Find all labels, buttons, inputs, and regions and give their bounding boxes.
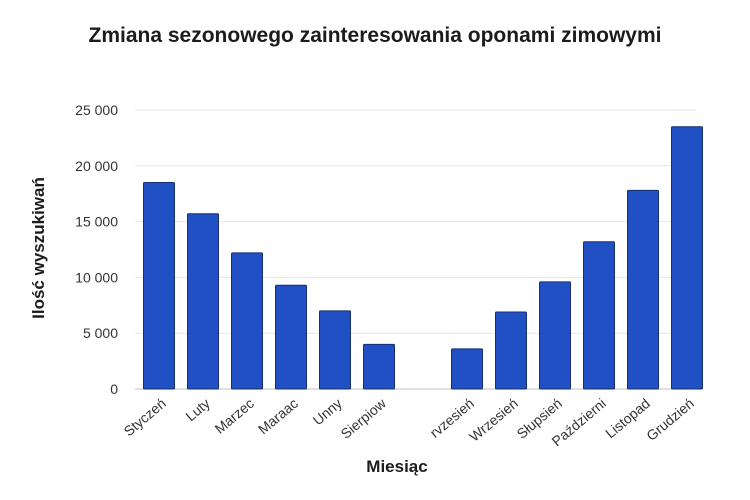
bar	[451, 348, 483, 390]
bar	[539, 281, 571, 390]
y-tick-label: 10 000	[75, 269, 118, 285]
y-tick-label: 20 000	[75, 158, 118, 174]
bar	[363, 343, 395, 390]
x-tick-label: Grudzień	[643, 395, 697, 444]
bar	[671, 126, 703, 390]
y-tick-label: 25 000	[75, 102, 118, 118]
y-tick-label: 5 000	[83, 325, 118, 341]
x-tick-label: Wrzesień	[466, 395, 521, 445]
y-tick-label: 15 000	[75, 214, 118, 230]
bar	[583, 241, 615, 390]
x-tick-label: Styczeń	[120, 395, 168, 439]
bar	[627, 189, 659, 390]
bar	[319, 310, 351, 390]
bar	[231, 252, 263, 390]
bar	[275, 284, 307, 390]
bar	[495, 311, 527, 390]
x-tick-label: Luty	[182, 395, 213, 424]
y-tick-label: 0	[110, 381, 118, 397]
x-tick-label: Maraac	[255, 395, 301, 437]
x-tick-label: Marzec	[211, 395, 256, 437]
bar	[187, 213, 219, 390]
x-axis-label: Miesiąc	[366, 457, 427, 476]
x-tick-label: Sierpiow	[338, 394, 390, 441]
chart-title: Zmiana sezonowego zainteresowania oponam…	[88, 24, 662, 47]
y-axis-label: Ilość wyszukiwań	[29, 177, 48, 319]
x-tick-label: Unny	[310, 395, 345, 428]
bar	[143, 182, 175, 390]
